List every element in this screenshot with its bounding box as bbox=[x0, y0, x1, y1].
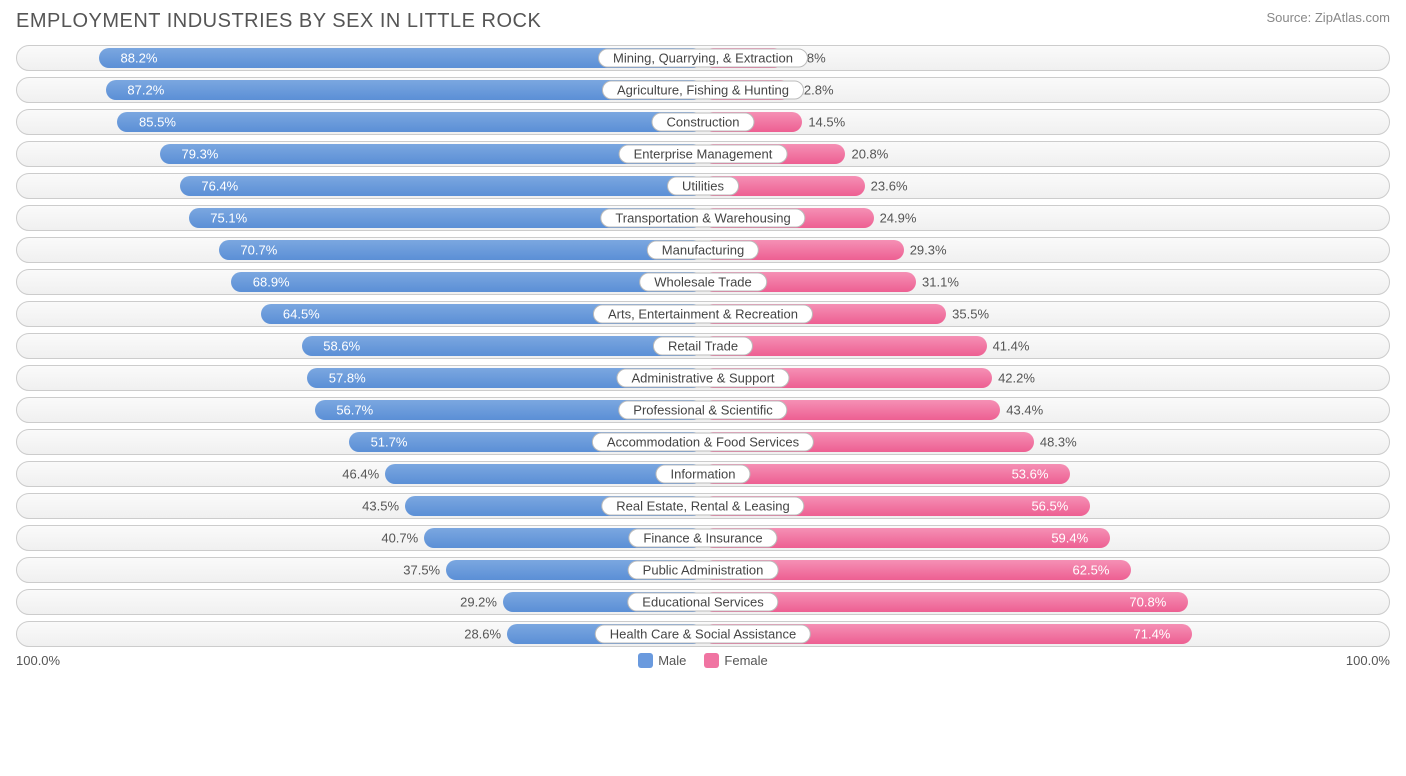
male-pct-label: 75.1% bbox=[202, 211, 247, 226]
female-pct-label: 20.8% bbox=[851, 147, 888, 162]
category-label: Educational Services bbox=[627, 593, 778, 612]
bar-row: 43.5% 56.5% Real Estate, Rental & Leasing bbox=[16, 493, 1390, 519]
male-pct-label: 58.6% bbox=[315, 339, 360, 354]
bar-row: 58.6% 41.4% Retail Trade bbox=[16, 333, 1390, 359]
legend-item-female: Female bbox=[704, 653, 767, 668]
male-pct-label: 85.5% bbox=[131, 115, 176, 130]
bar-row: 79.3% 20.8% Enterprise Management bbox=[16, 141, 1390, 167]
bar-row: 88.2%11.8%Mining, Quarrying, & Extractio… bbox=[16, 45, 1390, 71]
category-label: Finance & Insurance bbox=[628, 529, 777, 548]
male-pct-label: 76.4% bbox=[193, 179, 238, 194]
male-pct-label: 88.2% bbox=[113, 51, 158, 66]
category-label: Arts, Entertainment & Recreation bbox=[593, 305, 813, 324]
female-pct-label: 70.8% bbox=[1129, 595, 1174, 610]
chart-header: EMPLOYMENT INDUSTRIES BY SEX IN LITTLE R… bbox=[16, 10, 1390, 33]
female-pct-label: 59.4% bbox=[1051, 531, 1096, 546]
female-pct-label: 31.1% bbox=[922, 275, 959, 290]
category-label: Professional & Scientific bbox=[618, 401, 787, 420]
male-pct-label: 87.2% bbox=[119, 83, 164, 98]
female-pct-label: 56.5% bbox=[1031, 499, 1076, 514]
category-label: Wholesale Trade bbox=[639, 273, 767, 292]
legend-item-male: Male bbox=[638, 653, 686, 668]
category-label: Accommodation & Food Services bbox=[592, 433, 814, 452]
category-label: Public Administration bbox=[628, 561, 779, 580]
chart-footer: 100.0% Male Female 100.0% bbox=[16, 653, 1390, 668]
male-pct-label: 43.5% bbox=[362, 499, 399, 514]
bar-row: 68.9% 31.1% Wholesale Trade bbox=[16, 269, 1390, 295]
female-pct-label: 42.2% bbox=[998, 371, 1035, 386]
male-pct-label: 51.7% bbox=[363, 435, 408, 450]
bar-row: 57.8% 42.2% Administrative & Support bbox=[16, 365, 1390, 391]
bar-row: 87.2%12.8%Agriculture, Fishing & Hunting bbox=[16, 77, 1390, 103]
female-pct-label: 24.9% bbox=[880, 211, 917, 226]
female-swatch bbox=[704, 653, 719, 668]
bar-row: 37.5% 62.5% Public Administration bbox=[16, 557, 1390, 583]
female-pct-label: 62.5% bbox=[1073, 563, 1118, 578]
male-pct-label: 57.8% bbox=[321, 371, 366, 386]
chart-title: EMPLOYMENT INDUSTRIES BY SEX IN LITTLE R… bbox=[16, 10, 541, 33]
category-label: Real Estate, Rental & Leasing bbox=[601, 497, 804, 516]
legend-male-label: Male bbox=[658, 653, 686, 668]
legend: Male Female bbox=[638, 653, 768, 668]
male-pct-label: 70.7% bbox=[232, 243, 277, 258]
bar-row: 51.7% 48.3% Accommodation & Food Services bbox=[16, 429, 1390, 455]
bar-row: 64.5% 35.5% Arts, Entertainment & Recreati… bbox=[16, 301, 1390, 327]
bar-row: 29.2% 70.8% Educational Services bbox=[16, 589, 1390, 615]
category-label: Utilities bbox=[667, 177, 739, 196]
female-pct-label: 53.6% bbox=[1012, 467, 1057, 482]
female-pct-label: 48.3% bbox=[1040, 435, 1077, 450]
legend-female-label: Female bbox=[724, 653, 767, 668]
male-pct-label: 46.4% bbox=[342, 467, 379, 482]
category-label: Construction bbox=[652, 113, 755, 132]
male-pct-label: 79.3% bbox=[174, 147, 219, 162]
category-label: Enterprise Management bbox=[619, 145, 788, 164]
bar-row: 76.4% 23.6% Utilities bbox=[16, 173, 1390, 199]
category-label: Information bbox=[655, 465, 750, 484]
male-pct-label: 37.5% bbox=[403, 563, 440, 578]
male-swatch bbox=[638, 653, 653, 668]
bar-row: 75.1% 24.9% Transportation & Warehousing bbox=[16, 205, 1390, 231]
axis-left-label: 100.0% bbox=[16, 653, 60, 668]
bar-row: 40.7% 59.4% Finance & Insurance bbox=[16, 525, 1390, 551]
male-bar bbox=[231, 272, 703, 292]
bar-row: 85.5% 14.5% Construction bbox=[16, 109, 1390, 135]
male-bar bbox=[180, 176, 703, 196]
category-label: Administrative & Support bbox=[616, 369, 789, 388]
bar-row: 56.7% 43.4% Professional & Scientific bbox=[16, 397, 1390, 423]
bar-row: 70.7% 29.3% Manufacturing bbox=[16, 237, 1390, 263]
male-pct-label: 56.7% bbox=[328, 403, 373, 418]
female-pct-label: 35.5% bbox=[952, 307, 989, 322]
male-bar bbox=[219, 240, 703, 260]
female-pct-label: 71.4% bbox=[1134, 627, 1179, 642]
bar-row: 46.4% 53.6% Information bbox=[16, 461, 1390, 487]
female-pct-label: 41.4% bbox=[993, 339, 1030, 354]
axis-right-label: 100.0% bbox=[1346, 653, 1390, 668]
chart-source: Source: ZipAtlas.com bbox=[1266, 10, 1390, 25]
bar-row: 28.6% 71.4% Health Care & Social Assistanc… bbox=[16, 621, 1390, 647]
female-pct-label: 43.4% bbox=[1006, 403, 1043, 418]
category-label: Manufacturing bbox=[647, 241, 759, 260]
female-pct-label: 14.5% bbox=[808, 115, 845, 130]
male-pct-label: 64.5% bbox=[275, 307, 320, 322]
category-label: Transportation & Warehousing bbox=[600, 209, 805, 228]
category-label: Agriculture, Fishing & Hunting bbox=[602, 81, 804, 100]
category-label: Retail Trade bbox=[653, 337, 753, 356]
male-bar bbox=[302, 336, 703, 356]
male-pct-label: 29.2% bbox=[460, 595, 497, 610]
female-pct-label: 23.6% bbox=[871, 179, 908, 194]
male-bar bbox=[117, 112, 703, 132]
male-pct-label: 68.9% bbox=[245, 275, 290, 290]
male-pct-label: 40.7% bbox=[381, 531, 418, 546]
female-pct-label: 29.3% bbox=[910, 243, 947, 258]
male-pct-label: 28.6% bbox=[464, 627, 501, 642]
diverging-bar-chart: 88.2%11.8%Mining, Quarrying, & Extractio… bbox=[16, 45, 1390, 647]
category-label: Health Care & Social Assistance bbox=[595, 625, 811, 644]
category-label: Mining, Quarrying, & Extraction bbox=[598, 49, 808, 68]
